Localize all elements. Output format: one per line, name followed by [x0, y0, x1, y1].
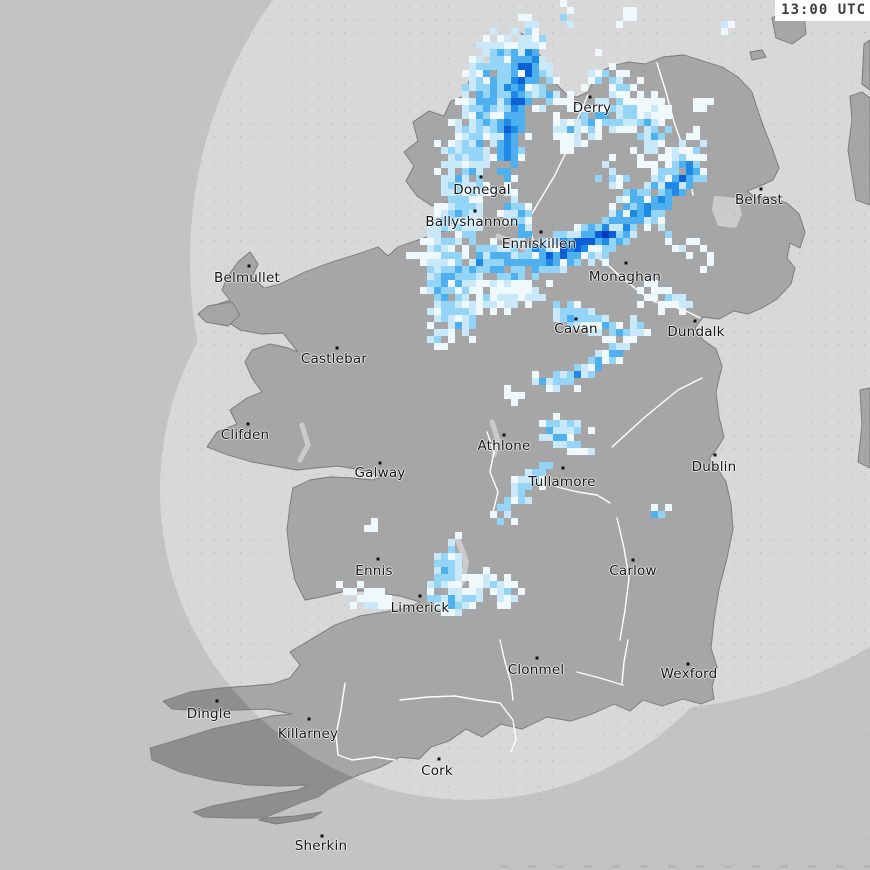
timestamp: 13:00 UTC [775, 0, 870, 21]
precipitation-layer [336, 0, 735, 616]
